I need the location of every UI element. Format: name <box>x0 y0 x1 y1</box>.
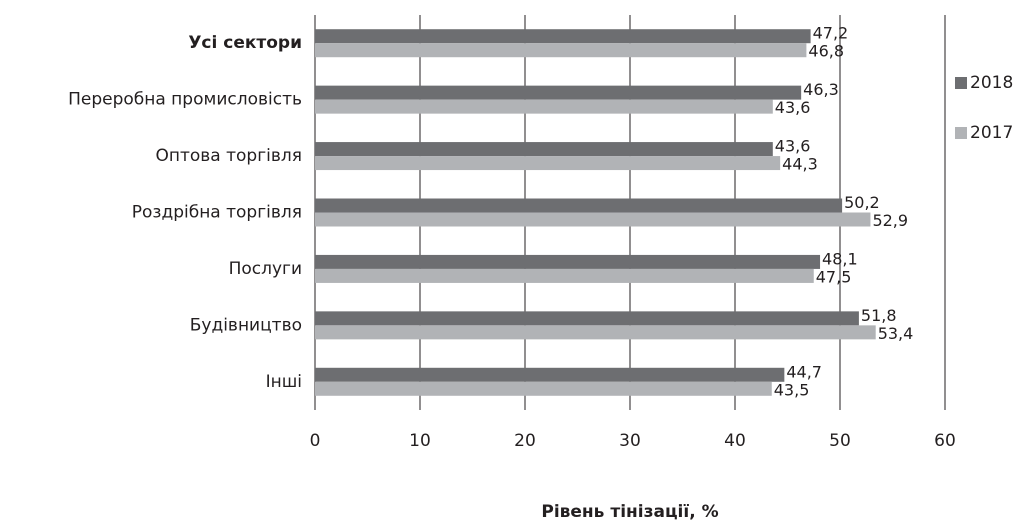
x-tick-label: 60 <box>934 431 956 451</box>
bar <box>315 156 781 171</box>
value-label: 43,5 <box>774 380 810 399</box>
y-tick-label: Переробна промисловість <box>68 90 302 110</box>
value-label: 43,6 <box>775 98 811 117</box>
value-label: 47,2 <box>813 24 849 43</box>
x-tick-label: 50 <box>829 431 851 451</box>
bar <box>315 43 807 58</box>
legend-label: 2018 <box>970 73 1013 93</box>
y-tick-label: Будівництво <box>190 315 302 335</box>
x-tick-label: 10 <box>409 431 431 451</box>
bar <box>315 381 772 396</box>
value-label: 44,3 <box>782 155 818 174</box>
x-tick-label: 0 <box>310 431 321 451</box>
bar <box>315 85 802 100</box>
value-label: 46,8 <box>808 42 844 61</box>
value-label: 46,3 <box>803 80 839 99</box>
value-label: 51,8 <box>861 306 897 325</box>
value-label: 52,9 <box>872 211 908 230</box>
x-tick-label: 40 <box>724 431 746 451</box>
bar <box>315 311 859 326</box>
bar <box>315 142 773 157</box>
y-tick-label: Оптова торгівля <box>155 146 302 166</box>
x-tick-label: 30 <box>619 431 641 451</box>
bar <box>315 325 876 340</box>
x-tick-label: 20 <box>514 431 536 451</box>
value-label: 43,6 <box>775 137 811 156</box>
value-label: 44,7 <box>786 362 822 381</box>
y-tick-label: Роздрібна торгівля <box>132 203 302 223</box>
y-tick-label: Усі сектори <box>188 33 302 53</box>
legend-label: 2017 <box>970 123 1013 143</box>
bar <box>315 29 811 44</box>
x-axis-label: Рівень тінізації, % <box>541 502 718 522</box>
bar <box>315 99 773 114</box>
y-tick-label: Інші <box>266 372 302 392</box>
value-label: 47,5 <box>816 267 852 286</box>
legend-swatch <box>955 77 967 89</box>
value-label: 53,4 <box>878 324 914 343</box>
bar <box>315 367 785 382</box>
y-tick-label: Послуги <box>229 259 302 279</box>
value-label: 50,2 <box>844 193 880 212</box>
bar <box>315 198 843 213</box>
bar <box>315 268 814 283</box>
value-label: 48,1 <box>822 249 858 268</box>
bar <box>315 254 821 269</box>
legend-swatch <box>955 127 967 139</box>
bar <box>315 212 871 227</box>
